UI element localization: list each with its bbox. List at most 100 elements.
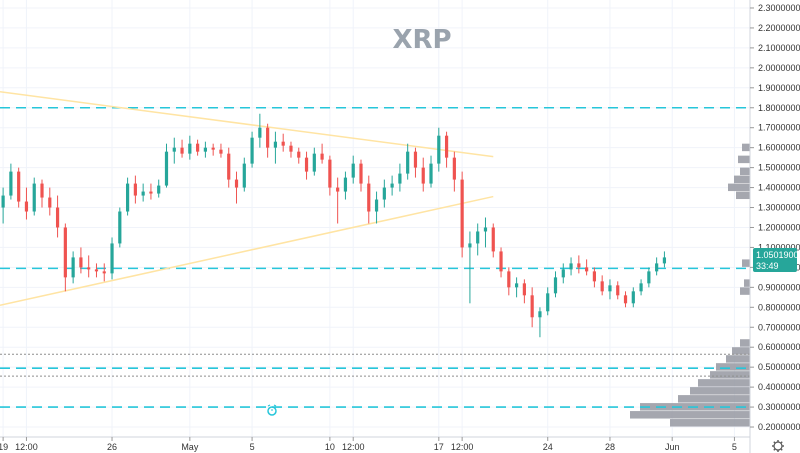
time-tick-label: 24	[543, 442, 553, 452]
candle-body	[507, 271, 511, 288]
candle-body	[157, 185, 161, 194]
volume-profile-bar	[740, 339, 750, 347]
candle-body	[616, 285, 620, 296]
candle-body	[203, 147, 207, 152]
candle-body	[429, 163, 433, 184]
candle-body	[390, 183, 394, 188]
candle-body	[514, 283, 519, 288]
candle-body	[561, 269, 565, 278]
candle-body	[102, 271, 106, 274]
volume-profile-bar	[740, 287, 750, 295]
candle-body	[476, 231, 480, 244]
last-price-tag: 1.05019000 33:49	[753, 248, 800, 272]
candle-body	[351, 163, 355, 178]
candle-body	[242, 163, 246, 188]
volume-profile-bar	[728, 183, 750, 192]
candle-body	[164, 151, 169, 186]
candle-body	[413, 151, 418, 168]
candle-body	[343, 177, 348, 192]
alarm-icon[interactable]	[267, 404, 277, 416]
time-tick-label: 12:00	[15, 442, 38, 452]
candle-body	[530, 295, 534, 318]
candle-body	[55, 207, 60, 228]
candle-body	[382, 187, 386, 200]
candle-body	[600, 281, 604, 292]
candle-body	[32, 183, 36, 212]
candle-body	[304, 157, 309, 172]
candle-body	[180, 147, 184, 154]
candle-body	[631, 291, 635, 304]
candle-body	[24, 201, 29, 212]
candle-body	[94, 269, 99, 272]
candle-body	[172, 147, 176, 152]
candle-body	[79, 257, 83, 268]
candle-body	[211, 147, 215, 150]
candle-body	[281, 141, 285, 146]
time-tick-label: Jun	[665, 442, 680, 452]
price-tick-label: 2.00000000	[758, 63, 800, 73]
time-axis[interactable]: 19 12:00 26 May 5 10 12:00 17 12:00 24 28 Jun 5	[0, 436, 750, 452]
time-tick-label: 26	[107, 442, 117, 452]
candle-body	[647, 271, 651, 284]
candle-body	[359, 163, 363, 184]
candle-body	[71, 257, 75, 278]
candle-body	[133, 183, 137, 196]
countdown: 33:49	[756, 261, 779, 271]
settings-gear-icon[interactable]	[772, 440, 784, 452]
candle-body	[196, 143, 200, 152]
volume-profile-bar	[742, 259, 750, 267]
price-tick-label: 1.10000000	[758, 242, 800, 252]
candle-body	[452, 157, 456, 180]
candle-body	[577, 263, 581, 268]
candle-body	[592, 271, 596, 282]
candle-body	[110, 243, 114, 274]
volume-profile-bar	[630, 411, 750, 419]
volume-profile-bar	[690, 387, 750, 395]
candle-body	[234, 179, 239, 188]
chart-title: XRP	[392, 25, 451, 55]
volume-profile-bar	[738, 155, 750, 164]
candle-body	[522, 283, 526, 296]
candle-body	[266, 127, 270, 148]
candle-body	[289, 145, 293, 152]
candle-body	[273, 141, 278, 148]
volume-profile-bar	[716, 363, 750, 371]
candle-body	[125, 183, 130, 212]
candle-body	[499, 251, 503, 272]
trendline	[0, 91, 494, 158]
candle-body	[118, 211, 122, 244]
time-tick-label: 12:00	[342, 442, 365, 452]
candle-body	[398, 173, 402, 184]
candle-body	[48, 197, 52, 208]
candle-body	[460, 179, 464, 248]
time-tick-label: 12:00	[451, 442, 474, 452]
candle-body	[468, 243, 472, 248]
candle-body	[585, 267, 589, 272]
candle-body	[250, 137, 254, 164]
candle-body	[320, 153, 324, 160]
volume-profile-bar	[736, 191, 750, 200]
candle-body	[17, 171, 21, 202]
candle-body	[297, 151, 301, 158]
time-tick-label: 10	[325, 442, 335, 452]
candle-body	[639, 283, 643, 292]
time-tick-label: 28	[605, 442, 615, 452]
candle-body	[40, 183, 44, 198]
candle-body	[149, 191, 153, 194]
volume-profile-bar	[732, 347, 750, 355]
trendlines	[0, 91, 494, 307]
price-tick-label: 1.90000000	[758, 83, 800, 93]
candle-body	[655, 263, 659, 272]
candle-body	[367, 183, 371, 212]
